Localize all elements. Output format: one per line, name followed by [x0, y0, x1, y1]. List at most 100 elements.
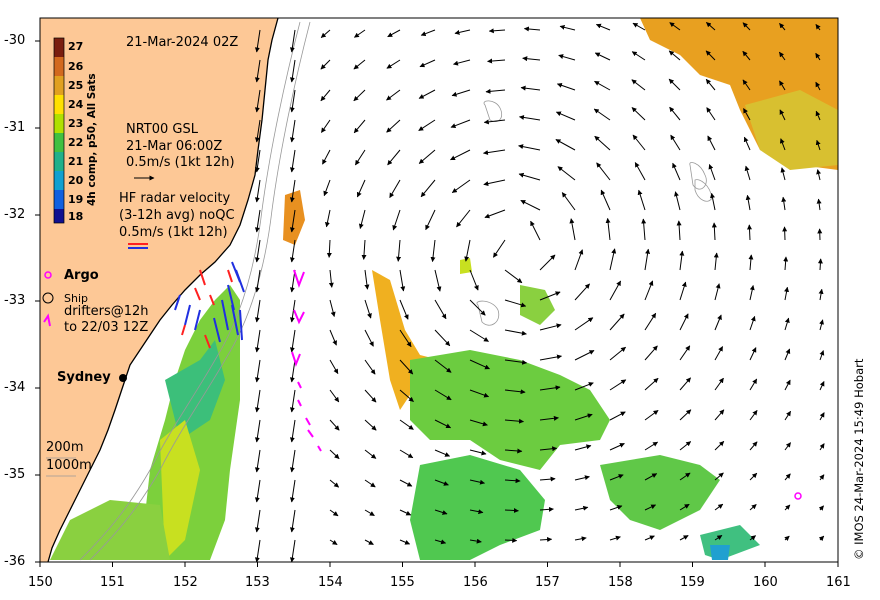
x-tick-159: 159 [680, 575, 705, 590]
current-arrow [669, 106, 681, 121]
current-arrow [469, 389, 490, 398]
current-arrow [456, 209, 471, 228]
y-tick--32: -32 [4, 207, 26, 222]
drifters-legend-line2: to 22/03 12Z [64, 320, 149, 335]
current-arrow [519, 115, 541, 121]
current-arrow [483, 179, 506, 187]
current-arrow [711, 222, 717, 241]
current-arrow [815, 52, 821, 61]
current-arrow [574, 413, 593, 421]
colorbar-tick-20: 20 [68, 174, 84, 187]
current-arrow [819, 443, 825, 451]
current-arrow [600, 189, 611, 211]
current-arrow [816, 169, 822, 181]
current-arrow [539, 506, 554, 512]
current-arrow [386, 119, 401, 133]
current-arrow [324, 209, 331, 228]
current-arrow [425, 209, 436, 231]
current-arrow [594, 135, 611, 151]
current-arrow [254, 89, 261, 113]
colorbar-tick-22: 22 [68, 136, 84, 149]
current-arrow [420, 29, 436, 37]
current-arrow [714, 283, 721, 301]
current-arrow [399, 329, 412, 348]
current-arrow [386, 89, 401, 101]
current-arrow [644, 504, 657, 511]
current-arrow [504, 359, 528, 365]
current-arrow [469, 449, 487, 456]
drifter-legend-symbol [43, 313, 51, 327]
current-arrow [644, 409, 659, 421]
current-arrow [708, 164, 716, 181]
colorbar-label: 4h comp, p50, All Sats [86, 73, 98, 206]
current-arrow [539, 476, 556, 482]
sst-patch-coastal-teal [165, 340, 225, 440]
current-arrow [605, 217, 611, 241]
argo-float-marker [794, 492, 802, 500]
current-arrow [609, 535, 621, 541]
sydney-marker [119, 374, 127, 382]
current-arrow [707, 135, 716, 151]
current-arrow [469, 359, 490, 370]
current-arrow [364, 419, 377, 431]
current-arrow [434, 509, 448, 515]
current-arrow [596, 162, 611, 181]
current-arrow [254, 479, 261, 503]
current-arrow [320, 29, 331, 38]
current-arrow [744, 165, 751, 181]
current-arrow [329, 449, 340, 459]
current-arrow [784, 410, 792, 421]
current-arrow [632, 134, 646, 151]
current-arrow [523, 26, 541, 32]
x-tick-153: 153 [245, 575, 270, 590]
current-arrow [320, 119, 331, 133]
current-arrow [749, 441, 758, 451]
current-arrow [784, 504, 791, 511]
colorbar-tick-24: 24 [68, 98, 84, 111]
current-arrow [254, 239, 261, 263]
sydney-label: Sydney [57, 370, 111, 385]
current-arrow [574, 317, 594, 331]
current-arrow [679, 313, 689, 331]
current-arrow [520, 199, 541, 211]
drifter-7 [307, 429, 314, 438]
current-arrow [749, 535, 756, 541]
current-arrow [609, 443, 625, 451]
current-arrow [784, 317, 790, 331]
x-tick-161: 161 [826, 575, 851, 590]
current-arrow [329, 419, 340, 431]
current-arrow [469, 329, 489, 342]
current-arrow [706, 107, 716, 121]
current-arrow [818, 535, 825, 542]
current-arrow [504, 508, 519, 514]
australia-land [40, 18, 278, 562]
current-arrow [434, 359, 452, 373]
current-arrow [784, 379, 791, 391]
current-arrow [644, 377, 659, 391]
current-arrow [364, 479, 376, 488]
current-arrow [631, 51, 646, 61]
current-arrow [492, 239, 506, 258]
current-arrow [469, 269, 479, 291]
current-arrow [469, 299, 486, 316]
current-arrow [747, 224, 753, 241]
current-arrow [434, 389, 452, 401]
current-arrow [679, 409, 692, 421]
current-arrow [781, 196, 787, 211]
current-arrow [487, 58, 506, 64]
current-arrow [464, 239, 471, 262]
current-arrow [396, 239, 402, 262]
current-arrow [399, 509, 412, 516]
current-arrow [364, 449, 377, 459]
sst-patch-southwest [50, 500, 170, 560]
current-arrow [818, 288, 824, 301]
contour-200m [79, 21, 301, 561]
current-arrow [289, 89, 296, 113]
current-arrow [644, 248, 651, 271]
current-arrow [679, 503, 690, 511]
current-arrow [557, 166, 576, 181]
current-arrow [254, 209, 261, 233]
current-arrow [713, 252, 719, 271]
current-arrow [574, 283, 590, 301]
current-arrow [451, 89, 471, 97]
